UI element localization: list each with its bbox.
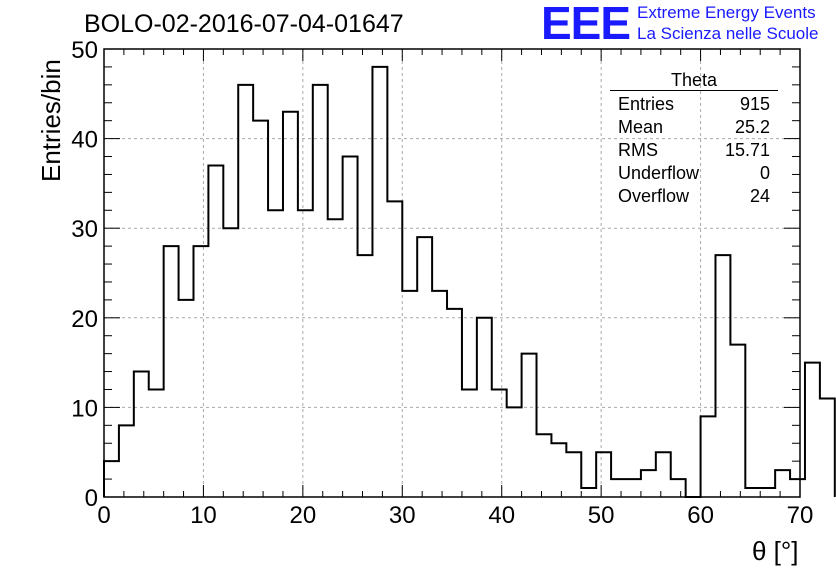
histogram-bin <box>596 452 611 497</box>
histogram-bin <box>462 389 477 497</box>
y-tick-label: 20 <box>71 306 98 333</box>
stats-label: Underflow <box>618 163 700 183</box>
histogram-bin <box>223 228 238 497</box>
histogram-bin <box>328 219 343 497</box>
histogram-bin <box>372 67 387 497</box>
stats-value: 915 <box>739 94 770 114</box>
chart-title: BOLO-02-2016-07-04-01647 <box>84 10 404 38</box>
brand-line-1: Extreme Energy Events <box>637 3 816 22</box>
histogram-bin <box>358 255 373 497</box>
stats-value: 15.71 <box>724 140 770 160</box>
stats-label: Overflow <box>618 186 690 206</box>
stats-box: Theta Entries 915 Mean 25.2 RMS 15.71 Under… <box>610 70 778 208</box>
y-axis-label: Entries/bin <box>36 59 66 182</box>
x-tick-label: 30 <box>389 502 416 529</box>
y-tick-label: 30 <box>71 216 98 243</box>
histogram-bin <box>522 354 537 497</box>
stats-row: Overflow 24 <box>610 185 778 208</box>
stats-row: Underflow 0 <box>610 162 778 185</box>
histogram-bin <box>268 210 283 497</box>
histogram-bin <box>149 389 164 497</box>
brand-line-2: La Scienza nelle Scuole <box>637 24 819 43</box>
y-tick-label: 10 <box>71 395 98 422</box>
y-axis-label-box: Entries/bin <box>6 59 66 182</box>
histogram-outline <box>103 65 836 498</box>
histogram-bin <box>283 112 298 497</box>
histogram-bin <box>656 452 671 497</box>
histogram-bin <box>387 201 402 497</box>
stats-value: 25.2 <box>734 117 770 137</box>
plot-frame <box>103 48 801 498</box>
histogram-bin <box>193 246 208 497</box>
histogram-bin <box>313 85 328 497</box>
y-tick-label: 40 <box>71 127 98 154</box>
eee-logo: EEE <box>541 0 631 49</box>
histogram-bin <box>611 479 626 497</box>
x-tick-label: 50 <box>588 502 615 529</box>
histogram-bin <box>164 246 179 497</box>
histogram-bin <box>537 434 552 497</box>
stats-value: 0 <box>759 163 770 183</box>
stats-value: 24 <box>749 186 770 206</box>
histogram-bin <box>298 210 313 497</box>
histogram-bin <box>253 121 268 497</box>
histogram-bin <box>641 470 656 497</box>
histogram-bin <box>820 398 835 497</box>
histogram-bin <box>775 470 790 497</box>
stats-label: Entries <box>618 94 675 114</box>
histogram-bin <box>134 372 149 497</box>
histogram-bin <box>432 291 447 497</box>
histogram-bin <box>551 443 566 497</box>
stats-title: Theta <box>610 70 778 91</box>
x-tick-label: 40 <box>488 502 515 529</box>
histogram-bin <box>760 488 775 497</box>
histogram-bin <box>745 488 760 497</box>
histogram-bin <box>447 309 462 497</box>
stats-label: RMS <box>618 140 658 160</box>
x-tick-label: 10 <box>190 502 217 529</box>
histogram-bin <box>179 300 194 497</box>
histogram-bin <box>119 425 134 497</box>
x-tick-label: 0 <box>97 502 110 529</box>
stats-row: Entries 915 <box>610 93 778 116</box>
x-axis-label: θ [°] <box>752 536 799 566</box>
stats-row: Mean 25.2 <box>610 116 778 139</box>
x-tick-label: 20 <box>290 502 317 529</box>
histogram-bin <box>701 416 716 497</box>
histogram-bin <box>671 479 686 497</box>
histogram-bin <box>477 318 492 497</box>
stats-row: RMS 15.71 <box>610 139 778 162</box>
histogram-bin <box>715 255 730 497</box>
histogram-bin <box>343 157 358 497</box>
histogram-bin <box>208 165 223 497</box>
histogram-bin <box>566 452 581 497</box>
histogram-bin <box>805 363 820 497</box>
histogram-bin <box>790 479 805 497</box>
histogram-bin <box>417 237 432 497</box>
histogram-bin <box>626 479 641 497</box>
histogram-bin <box>402 291 417 497</box>
histogram-bin <box>581 488 596 497</box>
x-tick-label: 70 <box>787 502 814 529</box>
y-tick-label: 50 <box>71 37 98 64</box>
x-tick-label: 60 <box>687 502 714 529</box>
histogram-bin <box>238 85 253 497</box>
histogram-bin <box>730 345 745 497</box>
y-tick-label: 0 <box>85 485 98 512</box>
histogram-bin <box>507 407 522 497</box>
histogram-bin <box>492 389 507 497</box>
stats-label: Mean <box>618 117 664 137</box>
